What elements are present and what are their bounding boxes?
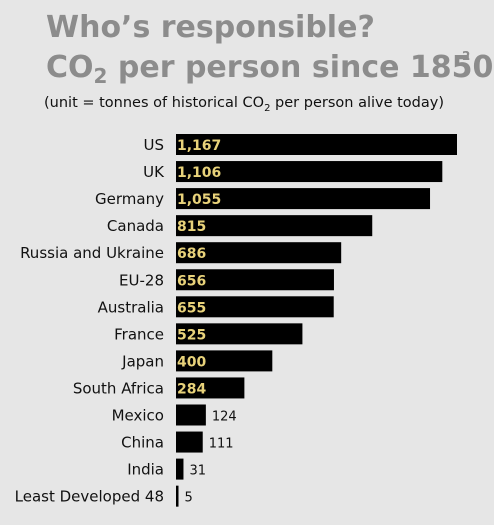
category-label-germany: Germany	[95, 190, 164, 208]
value-label-china: 111	[209, 437, 234, 452]
subtitle-pre: (unit = tonnes of historical CO	[44, 95, 264, 111]
bar-uk	[176, 161, 443, 183]
value-label-least-developed-48: 5	[185, 491, 193, 506]
value-label-germany: 1,055	[177, 192, 221, 208]
value-label-australia: 655	[177, 300, 206, 316]
category-label-uk: UK	[143, 163, 165, 181]
bar-us	[176, 134, 457, 155]
title-superscript: 2	[462, 49, 470, 63]
bar-china	[176, 431, 203, 453]
category-label-canada: Canada	[107, 217, 164, 235]
value-label-south-africa: 284	[177, 381, 206, 397]
bar-eu-28	[176, 269, 334, 291]
category-label-russia-and-ukraine: Russia and Ukraine	[20, 244, 164, 262]
title-line2-sub: 2	[94, 64, 108, 88]
category-label-china: China	[121, 434, 164, 452]
title-line2-post: per person since 1850	[107, 50, 493, 85]
value-label-eu-28: 656	[177, 273, 206, 289]
category-label-us: US	[143, 136, 164, 154]
bar-australia	[176, 296, 334, 318]
category-label-least-developed-48: Least Developed 48	[15, 488, 164, 506]
bar-mexico	[176, 404, 206, 426]
bar-japan	[176, 350, 273, 372]
value-label-us: 1,167	[177, 138, 221, 154]
bar-germany	[176, 188, 431, 210]
value-label-japan: 400	[177, 354, 206, 370]
title-line2-pre: CO	[46, 50, 94, 85]
category-label-france: France	[114, 325, 164, 343]
subtitle-post: per person alive today)	[270, 95, 444, 111]
bars-group: US 1,167 UK 1,106 Germany 1,055 Canada 815 Russi…	[15, 134, 457, 507]
category-label-south-africa: South Africa	[73, 379, 164, 397]
chart-subtitle: (unit = tonnes of historical CO2 per per…	[44, 95, 444, 114]
bar-russia-and-ukraine	[176, 242, 342, 264]
category-label-japan: Japan	[121, 352, 164, 370]
value-label-uk: 1,106	[177, 165, 221, 181]
value-label-canada: 815	[177, 219, 206, 235]
chart-title-line2: CO2 per person since 1850	[46, 50, 493, 88]
category-label-mexico: Mexico	[112, 407, 164, 425]
category-label-eu-28: EU-28	[119, 271, 164, 289]
bar-canada	[176, 215, 373, 237]
category-label-australia: Australia	[98, 298, 164, 316]
value-label-mexico: 124	[212, 410, 237, 425]
subtitle-sub: 2	[264, 103, 270, 114]
bar-france	[176, 323, 303, 345]
bar-south-africa	[176, 377, 245, 399]
bar-india	[176, 458, 184, 480]
category-label-india: India	[127, 461, 164, 479]
chart-title-line1: Who’s responsible?	[46, 10, 375, 45]
bar-least-developed-48	[176, 485, 179, 507]
value-label-india: 31	[189, 464, 206, 479]
value-label-france: 525	[177, 327, 206, 343]
value-label-russia-and-ukraine: 686	[177, 246, 206, 262]
